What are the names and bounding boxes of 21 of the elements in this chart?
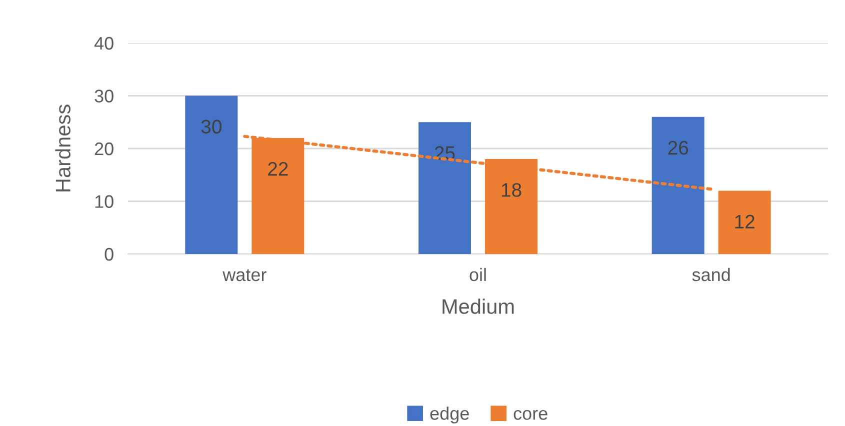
- legend-label: core: [514, 410, 548, 420]
- y-tick-label: 40: [94, 36, 114, 50]
- y-tick-label: 30: [94, 90, 114, 102]
- legend-label: edge: [430, 406, 469, 424]
- x-axis-title: Medium: [442, 298, 514, 314]
- y-tick-label: 20: [94, 142, 114, 156]
- data-label: 22: [268, 162, 288, 176]
- bar: [718, 190, 771, 254]
- data-label: 12: [735, 214, 754, 228]
- bar: [418, 122, 471, 254]
- x-tick-label: oil: [470, 268, 486, 282]
- y-tick-label: 0: [104, 248, 114, 261]
- x-tick-label: water: [222, 269, 266, 282]
- data-label: 30: [201, 120, 222, 134]
- data-label: 26: [668, 140, 688, 155]
- bar: [652, 116, 704, 254]
- data-label: 18: [502, 183, 522, 197]
- x-tick-label: sand: [692, 268, 730, 282]
- y-tick-label: 10: [95, 195, 114, 208]
- bar: [185, 96, 238, 254]
- y-axis-title: Hardness: [55, 104, 70, 192]
